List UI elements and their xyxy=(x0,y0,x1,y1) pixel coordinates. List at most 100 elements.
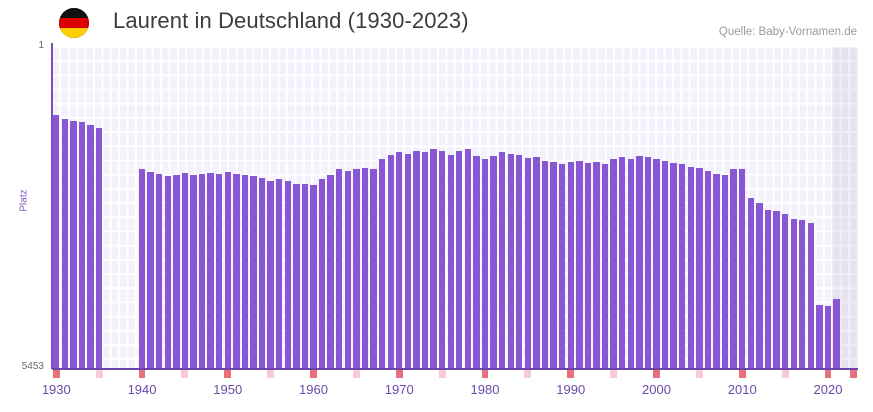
bar[interactable] xyxy=(138,169,146,369)
bar[interactable] xyxy=(490,155,497,369)
bar[interactable] xyxy=(190,174,197,369)
bar[interactable] xyxy=(327,174,334,369)
bar[interactable] xyxy=(833,299,840,369)
bar[interactable] xyxy=(567,161,574,369)
bar[interactable] xyxy=(670,162,677,369)
bar[interactable] xyxy=(524,158,532,369)
bar[interactable] xyxy=(516,155,523,369)
bar[interactable] xyxy=(721,174,729,369)
bar[interactable] xyxy=(224,171,231,369)
bar[interactable] xyxy=(438,150,446,369)
bar[interactable] xyxy=(610,158,617,369)
bar[interactable] xyxy=(807,222,814,369)
bar[interactable] xyxy=(318,179,326,369)
bar[interactable] xyxy=(559,163,566,369)
bar[interactable] xyxy=(481,158,489,369)
bar[interactable] xyxy=(198,174,206,369)
bar[interactable] xyxy=(301,183,309,369)
bar[interactable] xyxy=(747,197,754,369)
bar[interactable] xyxy=(541,161,549,369)
bar[interactable] xyxy=(396,151,403,369)
x-axis-tick xyxy=(138,370,146,378)
bar[interactable] xyxy=(644,157,652,369)
bar[interactable] xyxy=(78,122,86,369)
y-axis-tick-bottom: 5453 xyxy=(21,361,44,372)
bar[interactable] xyxy=(713,174,720,369)
bar[interactable] xyxy=(739,169,746,369)
bar[interactable] xyxy=(293,183,300,369)
bar[interactable] xyxy=(627,158,634,369)
bar[interactable] xyxy=(413,151,420,369)
x-axis-label: 1980 xyxy=(470,382,500,397)
bar[interactable] xyxy=(824,305,832,369)
bar[interactable] xyxy=(53,115,60,369)
bar[interactable] xyxy=(310,184,317,369)
bar[interactable] xyxy=(447,154,454,369)
bar[interactable] xyxy=(696,168,703,369)
bar[interactable] xyxy=(276,179,283,369)
bar[interactable] xyxy=(173,175,180,369)
plot-area xyxy=(52,47,858,369)
bar[interactable] xyxy=(679,163,686,369)
bar[interactable] xyxy=(181,173,189,369)
bar[interactable] xyxy=(653,159,660,369)
bar[interactable] xyxy=(207,173,214,369)
bar[interactable] xyxy=(70,121,77,369)
bar[interactable] xyxy=(147,171,154,369)
bar[interactable] xyxy=(250,176,257,369)
bar[interactable] xyxy=(507,153,514,369)
bar[interactable] xyxy=(601,163,609,369)
bar[interactable] xyxy=(241,174,249,369)
flag-band-gold xyxy=(59,27,89,38)
bar[interactable] xyxy=(704,170,712,369)
bar[interactable] xyxy=(378,158,386,369)
bar[interactable] xyxy=(353,169,360,369)
bar[interactable] xyxy=(464,149,472,369)
bar[interactable] xyxy=(816,305,823,369)
x-axis-label: 1990 xyxy=(556,382,586,397)
bar[interactable] xyxy=(456,151,463,369)
bar[interactable] xyxy=(756,203,763,369)
bar[interactable] xyxy=(430,149,437,369)
page-title: Laurent in Deutschland (1930-2023) xyxy=(113,8,469,33)
bar[interactable] xyxy=(387,155,394,369)
x-axis-label: 1950 xyxy=(213,382,243,397)
bar[interactable] xyxy=(498,152,506,369)
bar[interactable] xyxy=(216,174,223,369)
bar[interactable] xyxy=(233,174,240,369)
bar[interactable] xyxy=(61,118,69,369)
bar[interactable] xyxy=(730,168,737,369)
bar[interactable] xyxy=(636,155,643,369)
x-axis-label: 1940 xyxy=(127,382,157,397)
bar[interactable] xyxy=(87,125,94,369)
bar[interactable] xyxy=(361,167,369,369)
bar[interactable] xyxy=(421,151,429,369)
bar[interactable] xyxy=(404,153,411,369)
x-axis-tick xyxy=(610,370,618,378)
bar[interactable] xyxy=(764,209,772,369)
bar[interactable] xyxy=(533,157,540,369)
bar[interactable] xyxy=(619,157,626,369)
bar[interactable] xyxy=(258,178,266,369)
x-axis-ticks xyxy=(52,370,858,378)
bar[interactable] xyxy=(773,210,780,369)
bar[interactable] xyxy=(156,174,163,369)
bar[interactable] xyxy=(781,214,789,369)
x-axis-tick xyxy=(567,370,575,378)
bar[interactable] xyxy=(790,218,797,369)
bar[interactable] xyxy=(473,155,480,369)
bar[interactable] xyxy=(550,162,557,369)
bar[interactable] xyxy=(267,180,274,369)
bar[interactable] xyxy=(799,220,806,369)
bar[interactable] xyxy=(593,162,600,369)
bar[interactable] xyxy=(336,169,343,369)
bar[interactable] xyxy=(284,181,291,369)
bar[interactable] xyxy=(164,175,171,369)
bar[interactable] xyxy=(687,166,694,369)
bar[interactable] xyxy=(370,169,377,369)
bar[interactable] xyxy=(344,171,351,369)
bar[interactable] xyxy=(95,127,103,369)
bar[interactable] xyxy=(661,161,669,369)
bar[interactable] xyxy=(584,162,592,369)
bar[interactable] xyxy=(576,161,583,369)
